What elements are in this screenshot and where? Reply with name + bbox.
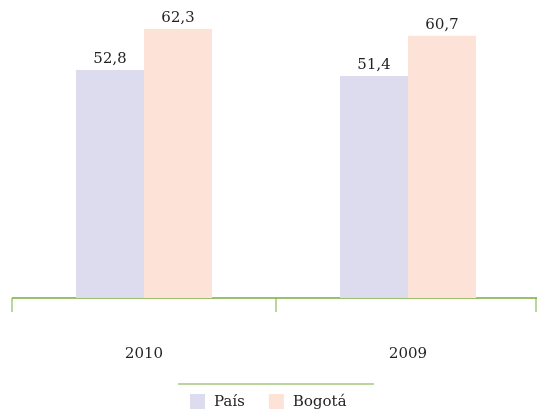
bar: [408, 35, 476, 299]
legend-label: País: [214, 392, 245, 410]
bar: [340, 76, 408, 298]
x-tick-label: 2010: [125, 344, 163, 362]
x-tick-label: 2009: [389, 344, 427, 362]
bar: [76, 69, 144, 299]
value-label: 60,7: [425, 15, 458, 33]
legend-swatch: [268, 394, 284, 409]
value-label: 52,8: [93, 49, 126, 67]
value-label: 51,4: [357, 55, 390, 73]
legend-swatch: [190, 394, 205, 409]
bar: [144, 28, 212, 299]
legend-label: Bogotá: [293, 392, 347, 410]
value-label: 62,3: [161, 8, 194, 26]
